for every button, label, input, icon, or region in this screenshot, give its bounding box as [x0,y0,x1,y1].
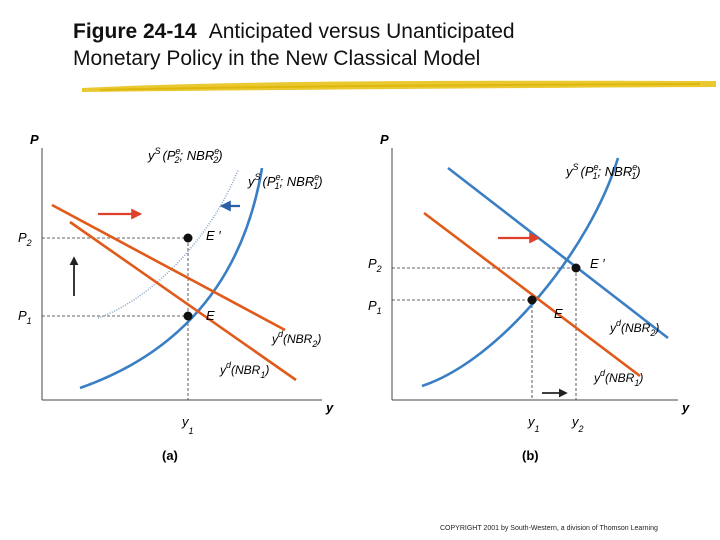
panel-a-x-axis-label: y [325,400,334,415]
panel-a-demand-curve-nbr2 [51,203,286,332]
panel-b-demand-curve-nbr2 [447,166,669,340]
panel-a-supply-curve-original [79,167,264,390]
panel-b: P y P2 P1 y1 y2 E ′ E yS (Pe 1; NBRe 1) yd(… [368,132,690,463]
panel-b-demand-nbr2-label: yd(NBR2) [609,318,659,338]
figure-number: Figure 24-14 [73,20,197,43]
panel-b-point-e-label: E [554,306,563,321]
panel-a-point-e-prime-label: E ′ [206,228,221,243]
panel-b-caption: (b) [522,448,539,463]
panel-b-x-axis-label: y [681,400,690,415]
figure-title-line2: Monetary Policy in the New Classical Mod… [73,47,481,70]
panel-a-supply-new-label: yS (Pe 2; NBRe 2) [147,146,223,165]
figure-title: Figure 24-14 Anticipated versus Unanticip… [73,18,515,72]
panel-a-p2-label: P2 [18,230,32,248]
panel-b-demand-curve-nbr1 [423,211,641,378]
panel-b-demand-nbr1-label: yd(NBR1) [593,368,643,388]
copyright-notice: COPYRIGHT 2001 by South-Western, a divis… [440,525,658,532]
panel-b-point-e-prime [571,263,581,273]
figure-title-line1: Anticipated versus Unanticipated [208,20,515,43]
panel-a-demand-curve-nbr1 [69,220,297,382]
title-highlight-stroke [82,80,716,92]
panel-b-y-axis-label: P [380,132,389,147]
panel-a-point-e-label: E [206,308,215,323]
panel-a-caption: (a) [162,448,178,463]
panel-b-p1-label: P1 [368,298,382,316]
panel-a-p1-label: P1 [18,308,32,326]
panel-a-demand-nbr2-label: yd(NBR2) [271,329,321,349]
panel-b-p2-label: P2 [368,256,382,274]
panel-b-supply-curve [421,157,620,388]
panel-a-y1-label: y1 [181,414,194,436]
panel-a-supply-curve-new [97,169,239,319]
panel-a: P y P2 P1 y1 E ′ E yS (Pe 2; NBRe 2) yS (Pe 1… [18,132,334,463]
panel-a-y-axis-label: P [30,132,39,147]
panel-a-point-e [183,311,193,321]
panel-a-point-e-prime [183,233,193,243]
panel-a-supply-original-label: yS (Pe 1; NBRe 1) [247,172,323,191]
panel-b-point-e-prime-label: E ′ [590,256,605,271]
panel-b-point-e [527,295,537,305]
panel-b-supply-label: yS (Pe 1; NBRe 1) [565,162,641,181]
panel-b-y2-label: y2 [571,414,584,434]
panel-b-y1-label: y1 [527,414,540,434]
panel-a-demand-nbr1-label: yd(NBR1) [219,360,269,380]
